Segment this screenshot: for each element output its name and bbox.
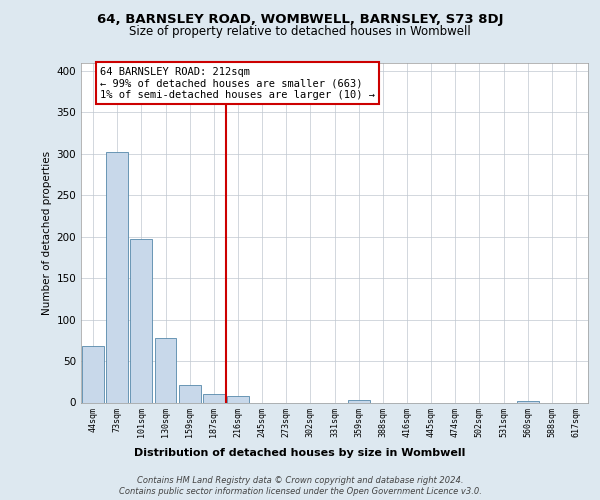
Bar bbox=[517, 401, 539, 402]
Bar bbox=[227, 396, 249, 402]
Bar bbox=[203, 394, 224, 402]
Text: Size of property relative to detached houses in Wombwell: Size of property relative to detached ho… bbox=[129, 25, 471, 38]
Bar bbox=[348, 400, 370, 402]
Text: Distribution of detached houses by size in Wombwell: Distribution of detached houses by size … bbox=[134, 448, 466, 458]
Bar bbox=[130, 239, 152, 402]
Text: Contains public sector information licensed under the Open Government Licence v3: Contains public sector information licen… bbox=[119, 486, 481, 496]
Text: 64 BARNSLEY ROAD: 212sqm
← 99% of detached houses are smaller (663)
1% of semi-d: 64 BARNSLEY ROAD: 212sqm ← 99% of detach… bbox=[100, 66, 375, 100]
Bar bbox=[179, 385, 200, 402]
Text: Contains HM Land Registry data © Crown copyright and database right 2024.: Contains HM Land Registry data © Crown c… bbox=[137, 476, 463, 485]
Bar bbox=[155, 338, 176, 402]
Bar bbox=[106, 152, 128, 403]
Text: 64, BARNSLEY ROAD, WOMBWELL, BARNSLEY, S73 8DJ: 64, BARNSLEY ROAD, WOMBWELL, BARNSLEY, S… bbox=[97, 12, 503, 26]
Bar bbox=[82, 346, 104, 403]
Y-axis label: Number of detached properties: Number of detached properties bbox=[42, 150, 52, 314]
